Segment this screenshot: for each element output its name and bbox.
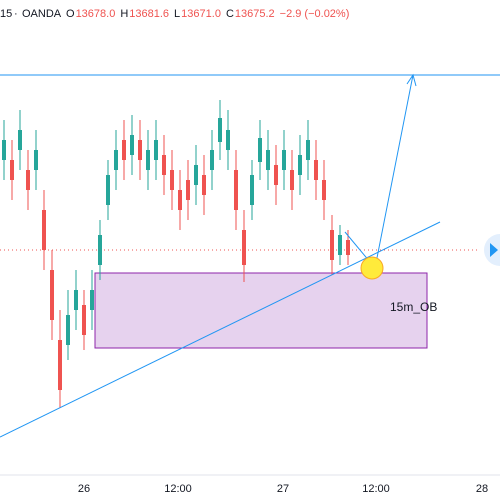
ohlc-label: L: [174, 8, 180, 20]
ohlc-value: 13678.0: [76, 8, 116, 20]
marker-circle: [360, 256, 384, 280]
x-tick-label: 28: [476, 483, 488, 495]
x-tick-label: 12:00: [362, 483, 390, 495]
x-tick-label: 12:00: [164, 483, 192, 495]
ohlc-value: 13675.2: [235, 8, 275, 20]
ohlc-value: 13671.0: [181, 8, 221, 20]
x-axis: 26 12:00 27 12:00 28: [78, 483, 488, 495]
zone-label: 15m_OB: [390, 300, 437, 314]
arrow-head: [406, 73, 417, 87]
candle-bodies-green: [2, 118, 342, 345]
broker: OANDA: [22, 8, 62, 20]
scroll-button-icon[interactable]: [490, 243, 498, 257]
symbol: 15: [0, 8, 12, 20]
header: 15 · OANDA O 13678.0 H 13681.6 L 13671.0 C 1367…: [0, 8, 349, 20]
ohlc: O 13678.0 H 13681.6 L 13671.0 C 13675.2: [66, 8, 275, 20]
change: −2.9 (−0.02%): [280, 8, 350, 20]
x-tick-label: 27: [277, 483, 289, 495]
ohlc-label: H: [120, 8, 128, 20]
ohlc-value: 13681.6: [129, 8, 169, 20]
x-tick-label: 26: [78, 483, 90, 495]
ohlc-label: O: [66, 8, 75, 20]
ohlc-label: C: [226, 8, 234, 20]
separator: ·: [14, 8, 18, 20]
order-block-zone: [94, 272, 428, 349]
candle-bodies-red: [10, 140, 350, 390]
